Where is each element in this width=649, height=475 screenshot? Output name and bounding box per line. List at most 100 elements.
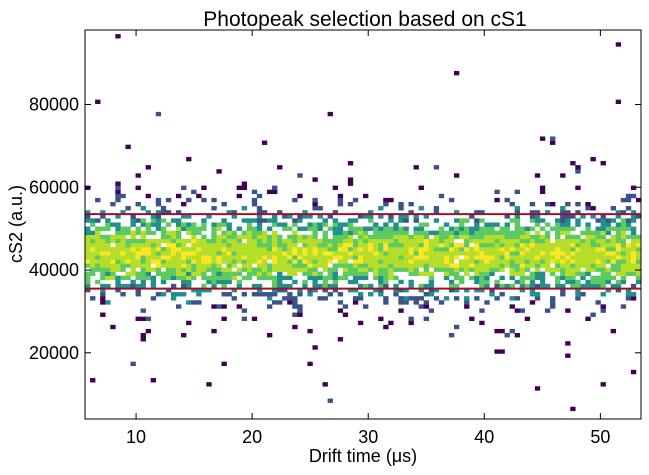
heatmap-cell	[459, 218, 465, 223]
heatmap-cell	[231, 287, 237, 293]
heatmap-cell	[363, 242, 369, 248]
heatmap-cell	[216, 267, 222, 272]
heatmap-cell	[630, 214, 637, 219]
heatmap-cell	[479, 279, 485, 285]
heatmap-cell	[216, 247, 222, 252]
heatmap-cell	[469, 259, 475, 264]
heatmap-cell	[565, 279, 571, 285]
heatmap-cell	[317, 238, 323, 244]
heatmap-cell	[605, 267, 611, 272]
heatmap-cell	[529, 279, 536, 285]
heatmap-cell	[504, 242, 510, 248]
heatmap-cell	[590, 263, 596, 268]
heatmap-cell	[504, 283, 510, 289]
heatmap-cell	[565, 259, 571, 264]
heatmap-cell	[575, 263, 581, 268]
heatmap-cell	[317, 263, 323, 268]
heatmap-cell	[246, 238, 253, 244]
heatmap-cell	[246, 251, 253, 256]
heatmap-cell	[165, 275, 172, 281]
heatmap-cell	[555, 283, 561, 289]
heatmap-cell	[272, 263, 278, 268]
heatmap-cell	[105, 259, 111, 264]
heatmap-cell	[464, 259, 470, 264]
heatmap-cell	[565, 263, 571, 268]
heatmap-cell	[534, 242, 541, 248]
heatmap-cell	[580, 242, 586, 248]
heatmap-cell	[363, 247, 369, 252]
heatmap-cell	[145, 271, 151, 276]
heatmap-cell	[312, 255, 318, 260]
heatmap-cell	[226, 275, 232, 281]
heatmap-cell	[600, 247, 606, 252]
heatmap-cell	[448, 267, 455, 272]
heatmap-cell	[256, 263, 263, 268]
heatmap-cell	[125, 283, 131, 289]
heatmap-cell	[272, 283, 278, 289]
heatmap-cell	[529, 263, 536, 268]
heatmap-cell	[150, 247, 157, 252]
heatmap-cell	[140, 267, 146, 272]
heatmap-cell	[277, 238, 283, 244]
heatmap-cell	[433, 218, 440, 223]
heatmap-cell	[373, 275, 379, 281]
heatmap-cell	[312, 275, 318, 281]
heatmap-cell	[509, 271, 515, 276]
heatmap-cell	[277, 247, 283, 252]
heatmap-cell	[317, 259, 323, 264]
heatmap-cell	[312, 263, 318, 268]
heatmap-cell	[352, 238, 359, 244]
heatmap-cell	[256, 193, 263, 199]
heatmap-cell	[105, 247, 111, 252]
heatmap-cell	[474, 242, 480, 248]
heatmap-cell	[186, 320, 192, 326]
heatmap-cell	[398, 206, 404, 211]
heatmap-cell	[388, 230, 394, 236]
heatmap-cell	[201, 218, 207, 223]
heatmap-cell	[433, 267, 440, 272]
heatmap-cell	[529, 242, 536, 248]
heatmap-cell	[514, 242, 520, 248]
heatmap-cell	[322, 283, 328, 289]
heatmap-cell	[489, 230, 495, 236]
heatmap-cell	[615, 287, 622, 293]
heatmap-cell	[443, 251, 450, 256]
heatmap-cell	[175, 193, 182, 199]
heatmap-cell	[125, 263, 131, 268]
heatmap-cell	[332, 242, 339, 248]
heatmap-cell	[211, 283, 217, 289]
heatmap-cell	[479, 210, 485, 215]
heatmap-cell	[196, 230, 202, 236]
heatmap-cell	[519, 263, 526, 268]
heatmap-cell	[550, 255, 556, 260]
heatmap-cell	[322, 382, 328, 387]
heatmap-cell	[615, 247, 622, 252]
heatmap-cell	[95, 259, 101, 264]
heatmap-cell	[211, 226, 217, 231]
heatmap-cell	[565, 247, 571, 252]
heatmap-cell	[352, 230, 359, 236]
heatmap-cell	[479, 271, 485, 276]
heatmap-cell	[368, 234, 374, 240]
heatmap-cell	[413, 296, 419, 301]
heatmap-cell	[120, 234, 126, 240]
heatmap-cell	[474, 263, 480, 268]
heatmap-cell	[464, 226, 470, 231]
heatmap-cell	[413, 234, 419, 240]
heatmap-cell	[115, 185, 121, 190]
heatmap-cell	[443, 255, 450, 260]
heatmap-cell	[85, 251, 91, 256]
heatmap-cell	[90, 242, 96, 248]
heatmap-cell	[484, 283, 490, 289]
heatmap-cell	[433, 210, 440, 215]
heatmap-cell	[474, 226, 480, 231]
heatmap-cell	[312, 242, 318, 248]
heatmap-cell	[448, 226, 455, 231]
heatmap-cell	[499, 275, 505, 281]
heatmap-cell	[368, 210, 374, 215]
heatmap-cell	[423, 304, 429, 309]
heatmap-cell	[459, 222, 465, 227]
heatmap-cell	[100, 300, 106, 305]
heatmap-cell	[560, 259, 566, 264]
heatmap-cell	[428, 292, 435, 297]
